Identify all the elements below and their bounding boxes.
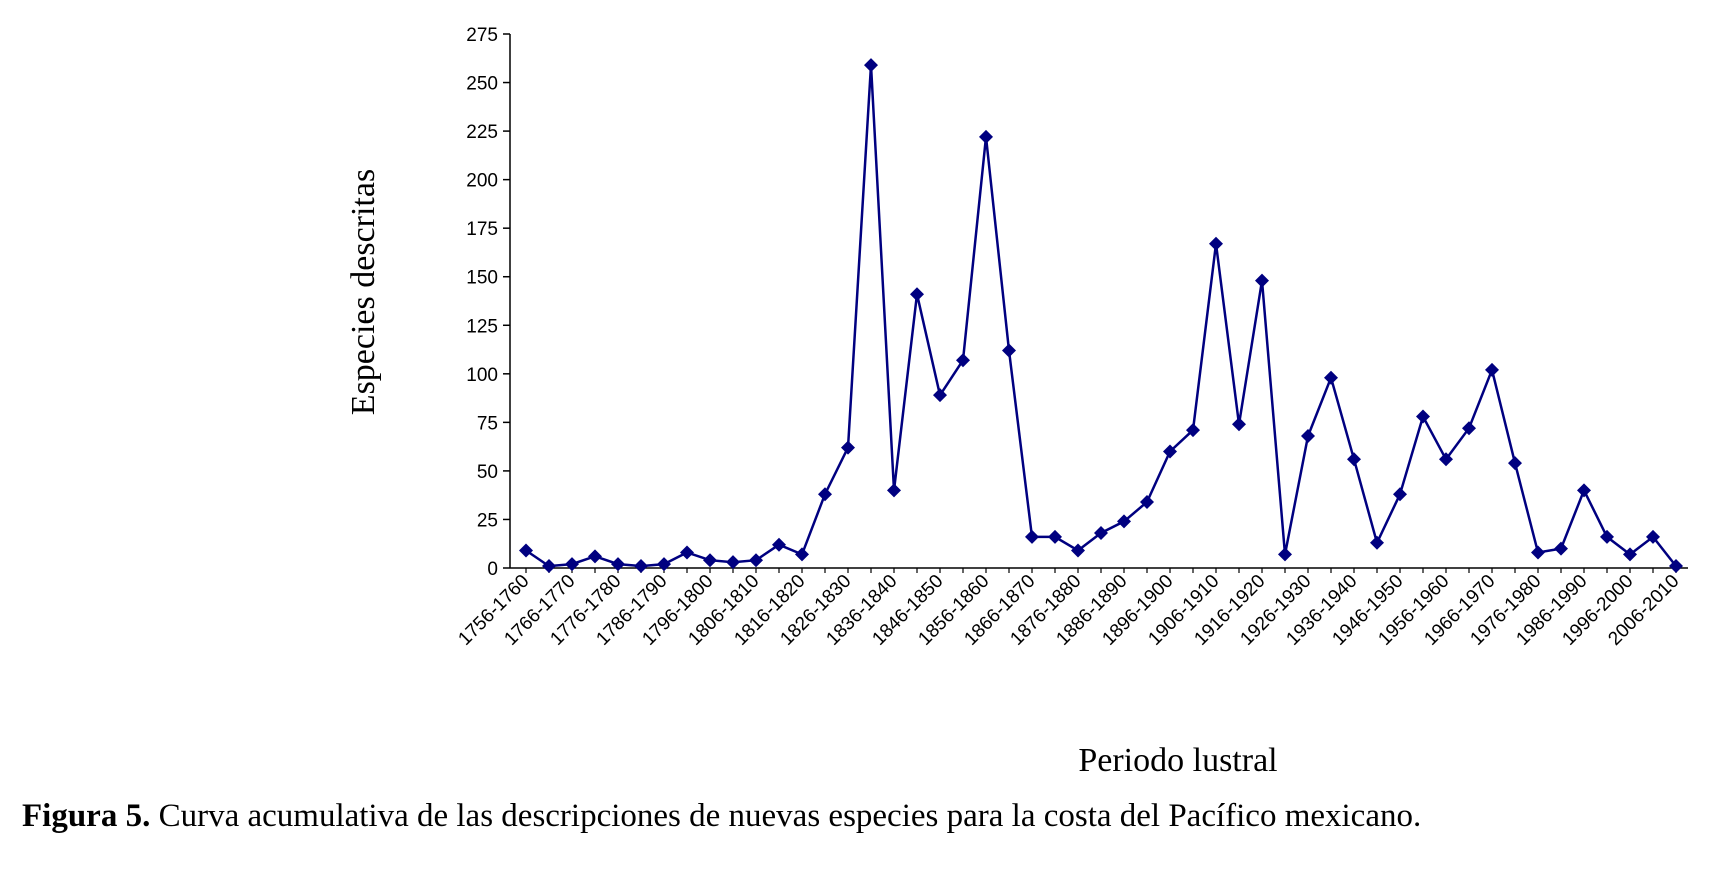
y-tick-label: 25 — [477, 510, 498, 531]
data-point — [1393, 487, 1407, 502]
data-point — [726, 555, 740, 570]
data-point — [1255, 273, 1269, 288]
y-tick-label: 125 — [466, 316, 498, 337]
data-point — [1071, 543, 1085, 558]
data-point — [1048, 529, 1062, 544]
y-tick-label: 175 — [466, 219, 498, 240]
data-point — [979, 129, 993, 144]
data-point — [1278, 547, 1292, 562]
data-point — [542, 559, 556, 574]
data-point — [1094, 526, 1108, 541]
x-axis-ticks: 1756-17601766-17701776-17801786-17901796… — [454, 568, 1684, 650]
figure-caption-text: Curva acumulativa de las descripciones d… — [150, 798, 1422, 834]
y-axis-ticks: 0 25 50 75 100 125 150 175 200 225 250 275 — [466, 25, 510, 580]
data-point — [841, 440, 855, 455]
data-point — [1163, 444, 1177, 459]
data-point — [1232, 417, 1246, 432]
y-axis-title: Especies descritas — [345, 169, 382, 415]
data-point — [1324, 370, 1338, 385]
data-point — [1485, 362, 1499, 377]
data-point — [1117, 514, 1131, 529]
y-tick-label: 0 — [487, 559, 498, 580]
y-tick-label: 250 — [466, 74, 498, 95]
data-point — [772, 537, 786, 552]
data-point — [680, 545, 694, 560]
data-point — [1646, 529, 1660, 544]
data-point — [1025, 529, 1039, 544]
data-point — [933, 388, 947, 403]
y-tick-label: 275 — [466, 25, 498, 46]
data-point — [1554, 541, 1568, 556]
data-point — [1623, 547, 1637, 562]
data-point — [1669, 559, 1683, 574]
data-point — [588, 549, 602, 564]
y-tick-label: 100 — [466, 365, 498, 386]
data-point — [795, 547, 809, 562]
data-point — [1347, 452, 1361, 467]
data-point — [1370, 535, 1384, 550]
x-axis-title: Periodo lustral — [1078, 742, 1277, 779]
data-points — [519, 58, 1683, 574]
data-point — [611, 557, 625, 572]
data-point — [910, 287, 924, 302]
data-point — [1531, 545, 1545, 560]
series-line — [525, 65, 1677, 568]
y-tick-label: 225 — [466, 122, 498, 143]
y-tick-label: 150 — [466, 268, 498, 289]
data-point — [519, 543, 533, 558]
data-point — [749, 553, 763, 568]
data-point — [1462, 421, 1476, 436]
data-point — [887, 483, 901, 498]
figure-caption: Figura 5. Curva acumulativa de las descr… — [22, 798, 1421, 835]
y-tick-label: 200 — [466, 171, 498, 192]
data-point — [1577, 483, 1591, 498]
data-point — [703, 553, 717, 568]
data-point — [1301, 428, 1315, 443]
data-point — [1209, 236, 1223, 251]
data-point — [1140, 494, 1154, 509]
data-point — [1002, 343, 1016, 358]
data-point — [864, 58, 878, 73]
y-tick-label: 50 — [477, 462, 498, 483]
data-point — [565, 557, 579, 572]
data-point — [818, 487, 832, 502]
data-point — [634, 559, 648, 574]
data-point — [657, 557, 671, 572]
data-point — [956, 353, 970, 368]
data-point — [1600, 529, 1614, 544]
data-point — [1439, 452, 1453, 467]
figure-caption-label: Figura 5. — [22, 798, 151, 834]
y-tick-label: 75 — [477, 413, 498, 434]
data-point — [1508, 456, 1522, 471]
data-point — [1186, 423, 1200, 438]
data-point — [1416, 409, 1430, 424]
